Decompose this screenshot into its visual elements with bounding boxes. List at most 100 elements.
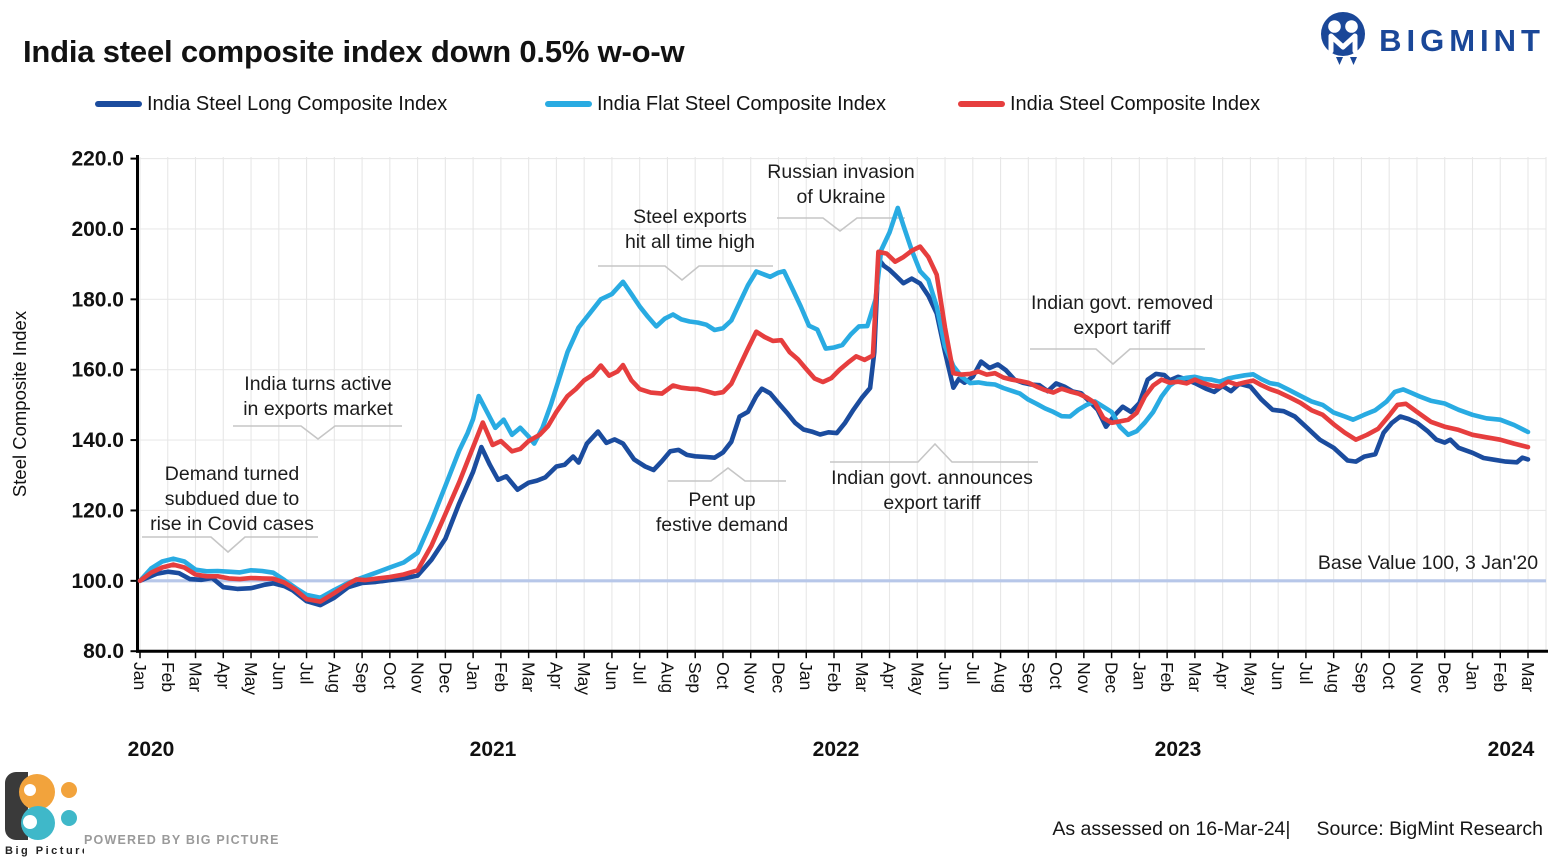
big-picture-wordmark: Big Picture [5, 845, 84, 857]
annotation-line: Russian invasion [767, 161, 915, 183]
month-tick-label: Jan [1129, 662, 1149, 690]
legend-swatch-composite [958, 101, 1005, 107]
month-tick-label: Feb [1490, 662, 1510, 692]
month-tick-label: Mar [186, 662, 206, 692]
source-text: Source: BigMint Research [1316, 818, 1543, 840]
bigmint-logo: BIGMINT [1317, 10, 1545, 71]
year-label: 2022 [813, 738, 860, 761]
annotation-line: Pent up [688, 489, 756, 511]
month-tick-label: Jun [269, 662, 289, 690]
month-tick-label: Sep [1351, 662, 1371, 693]
month-tick-label: Feb [824, 662, 844, 692]
annotation-line: of Ukraine [796, 185, 886, 208]
big-picture-logo: Big Picture [4, 768, 88, 861]
month-tick-label: Nov [1074, 662, 1094, 693]
annotation-russian-invasion: Russian invasion of Ukraine [767, 160, 914, 210]
year-label: 2021 [470, 738, 517, 761]
month-tick-label: Jan [463, 662, 483, 690]
month-tick-label: Jul [297, 662, 317, 684]
annotation-line: festive demand [655, 513, 789, 536]
annotation-pointer-pent-up-demand [668, 466, 786, 482]
y-tick-label: 160.0 [71, 359, 124, 382]
annotation-exports-high: Steel exports hit all time high [625, 205, 755, 255]
annotation-line: export tariff [1073, 316, 1171, 339]
page-title: India steel composite index down 0.5% w-… [23, 34, 685, 69]
month-tick-label: Jul [1296, 662, 1316, 684]
year-label: 2023 [1155, 738, 1202, 761]
month-tick-label: Oct [1046, 662, 1066, 689]
annotation-covid-demand: Demand turned subdued due to rise in Covid… [150, 462, 314, 537]
legend-label: India Steel Long Composite Index [147, 92, 448, 115]
y-tick-label: 220.0 [71, 148, 124, 171]
month-tick-label: Oct [1379, 662, 1399, 689]
annotation-line: Indian govt. removed [1030, 292, 1214, 314]
month-tick-label: Feb [491, 662, 511, 692]
month-tick-label: Sep [685, 662, 705, 693]
y-tick-label: 140.0 [71, 429, 124, 452]
series-line-india-flat-steel-composite-index [137, 205, 1531, 601]
annotation-line: Base Value 100, 3 Jan'20 [1317, 552, 1539, 574]
annotation-base-value: Base Value 100, 3 Jan'20 [1318, 551, 1538, 576]
annotation-announces-tariff: Indian govt. announces export tariff [831, 466, 1033, 516]
annotation-line: in exports market [243, 397, 393, 420]
annotation-pointer-russian-invasion [777, 217, 905, 233]
annotation-line: hit all time high [624, 230, 756, 253]
month-tick-label: May [241, 662, 261, 695]
month-tick-label: Aug [991, 662, 1011, 693]
annotation-pointer-exports-high [598, 265, 773, 282]
legend-swatch-long [95, 101, 142, 107]
legend-label: India Steel Composite Index [1010, 92, 1261, 115]
month-tick-label: Jul [630, 662, 650, 684]
annotation-pointer-removed-tariff [1030, 348, 1205, 366]
month-tick-label: Jan [796, 662, 816, 690]
month-tick-label: Jul [963, 662, 983, 684]
annotation-pointer-announces-tariff [830, 442, 1038, 463]
month-tick-label: May [1240, 662, 1260, 695]
annotation-line: export tariff [883, 491, 981, 514]
powered-by-text: POWERED BY BIG PICTURE [84, 833, 280, 847]
year-label: 2020 [128, 738, 175, 761]
month-tick-label: Mar [1518, 662, 1538, 692]
month-tick-label: Aug [324, 662, 344, 693]
legend-item-flat-index: India Flat Steel Composite Index [545, 92, 886, 116]
month-tick-label: Apr [213, 662, 233, 689]
month-tick-label: Apr [880, 662, 900, 689]
month-tick-label: Sep [352, 662, 372, 693]
month-tick-label: Nov [1407, 662, 1427, 693]
assessed-date-text: As assessed on 16-Mar-24| [1052, 818, 1291, 840]
month-tick-label: Jun [602, 662, 622, 690]
annotation-line: subdued due to [164, 487, 300, 510]
annotation-line: India turns active [244, 373, 392, 395]
month-tick-label: Mar [852, 662, 872, 692]
month-tick-label: Jan [130, 662, 150, 690]
month-tick-label: May [907, 662, 927, 695]
month-tick-label: Apr [546, 662, 566, 689]
bigmint-icon [1317, 10, 1369, 71]
legend-swatch-flat [545, 101, 592, 107]
month-tick-label: Jan [1462, 662, 1482, 690]
annotation-line: rise in Covid cases [150, 512, 314, 535]
month-tick-label: Dec [1102, 662, 1122, 693]
month-tick-label: May [574, 662, 594, 695]
y-tick-label: 180.0 [71, 288, 124, 311]
y-tick-label: 120.0 [71, 499, 124, 522]
annotation-pointer-covid-demand [142, 536, 318, 554]
y-tick-label: 200.0 [71, 218, 124, 241]
month-tick-label: Dec [768, 662, 788, 693]
annotation-line: Indian govt. announces [831, 467, 1033, 489]
month-tick-label: Nov [408, 662, 428, 693]
footer-meta: As assessed on 16-Mar-24| Source: BigMin… [1052, 818, 1543, 841]
month-tick-label: Mar [519, 662, 539, 692]
annotation-removed-tariff: Indian govt. removed export tariff [1031, 291, 1213, 341]
y-tick-label: 80.0 [83, 640, 124, 663]
y-axis-title: Steel Composite Index [9, 310, 30, 497]
legend-label: India Flat Steel Composite Index [597, 92, 887, 115]
month-tick-label: Jun [935, 662, 955, 690]
annotation-line: Demand turned [164, 463, 300, 485]
legend-item-composite-index: India Steel Composite Index [958, 92, 1260, 116]
annotation-pointer-exports-market [233, 425, 402, 441]
year-label: 2024 [1488, 738, 1535, 761]
month-tick-label: Jun [1268, 662, 1288, 690]
